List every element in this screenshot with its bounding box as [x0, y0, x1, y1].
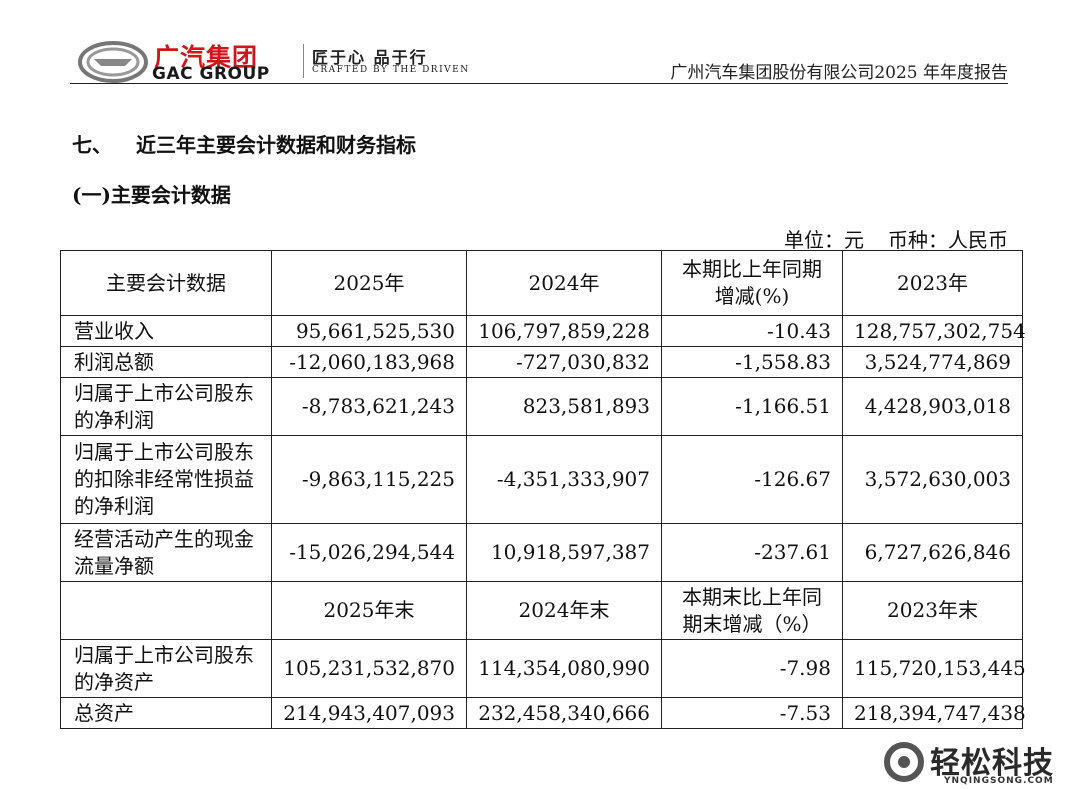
table-row: 归属于上市公司股东的净资产 105,231,532,870 114,354,08… — [60, 639, 1026, 698]
unit-label: 单位：元 — [784, 228, 864, 252]
header-cell: 本期末比上年同期末增减（%） — [661, 581, 843, 640]
header-cell: 2023年 — [842, 250, 1023, 316]
gac-logo: 广汽集团 GAC GROUP 匠于心 品于行 CRAFTED BY THE DR… — [78, 40, 468, 84]
report-title: 广州汽车集团股份有限公司2025 年年度报告 — [670, 63, 1008, 83]
header-cell: 2023年末 — [842, 581, 1023, 640]
table-row: 归属于上市公司股东的扣除非经常性损益的净利润 -9,863,115,225 -4… — [60, 435, 1023, 524]
logo-en-text: GAC GROUP — [152, 64, 270, 84]
row-label: 归属于上市公司股东的扣除非经常性损益的净利润 — [60, 435, 272, 524]
value-cell: -4,351,333,907 — [466, 435, 662, 524]
value-cell: 218,394,747,438 — [842, 697, 1026, 729]
subsection-title: (一)主要会计数据 — [72, 183, 231, 207]
value-cell: 128,757,302,754 — [842, 315, 1026, 347]
value-cell: -7.98 — [661, 639, 843, 698]
value-cell: -1,166.51 — [661, 377, 843, 436]
logo-slogan: 匠于心 品于行 — [312, 48, 428, 67]
header-cell: 2024年 — [466, 250, 662, 316]
value-cell: 114,354,080,990 — [466, 639, 662, 698]
header-cell: 本期比上年同期增减(%) — [661, 250, 843, 316]
row-label: 营业收入 — [60, 315, 272, 347]
table-header-row: 主要会计数据 2025年 2024年 本期比上年同期增减(%) 2023年 — [60, 250, 1023, 316]
logo-divider — [303, 44, 304, 78]
value-cell: -8,783,621,243 — [271, 377, 467, 436]
value-cell: -10.43 — [661, 315, 843, 347]
value-cell: -9,863,115,225 — [271, 435, 467, 524]
header-cell: 2024年末 — [466, 581, 662, 640]
gac-emblem-icon — [78, 41, 148, 83]
watermark-logo-icon — [884, 742, 924, 782]
value-cell: -15,026,294,544 — [271, 523, 467, 582]
row-label: 利润总额 — [60, 346, 272, 378]
value-cell: 232,458,340,666 — [466, 697, 662, 729]
value-cell: 3,572,630,003 — [842, 435, 1023, 524]
table-subheader-row: 2025年末 2024年末 本期末比上年同期末增减（%） 2023年末 — [60, 581, 1023, 640]
row-label: 经营活动产生的现金流量净额 — [60, 523, 272, 582]
table-row: 经营活动产生的现金流量净额 -15,026,294,544 10,918,597… — [60, 523, 1023, 582]
row-label: 归属于上市公司股东的净资产 — [60, 639, 272, 698]
logo-cn-text: 广汽集团 — [154, 43, 259, 72]
section-title: 七、 近三年主要会计数据和财务指标 — [72, 129, 416, 158]
row-label: 归属于上市公司股东的净利润 — [60, 377, 272, 436]
header-rule — [70, 83, 1008, 84]
value-cell: 106,797,859,228 — [466, 315, 662, 347]
value-cell: 10,918,597,387 — [466, 523, 662, 582]
value-cell: -727,030,832 — [466, 346, 662, 378]
section-number: 七、 — [72, 133, 112, 157]
header-cell: 主要会计数据 — [60, 250, 272, 316]
row-label: 总资产 — [60, 697, 272, 729]
watermark-en: YNQINGSONG.COM — [944, 776, 1054, 786]
header-cell: 2025年末 — [271, 581, 467, 640]
watermark-cn: 轻松科技 — [930, 746, 1054, 781]
financial-data-table: 主要会计数据 2025年 2024年 本期比上年同期增减(%) 2023年 营业… — [60, 250, 1026, 729]
watermark: 轻松科技 YNQINGSONG.COM — [882, 738, 1072, 788]
table-row: 利润总额 -12,060,183,968 -727,030,832 -1,558… — [60, 346, 1023, 378]
value-cell: -1,558.83 — [661, 346, 843, 378]
logo-slogan-en: CRAFTED BY THE DRIVEN — [312, 65, 470, 75]
value-cell: -7.53 — [661, 697, 843, 729]
table-row: 总资产 214,943,407,093 232,458,340,666 -7.5… — [60, 697, 1026, 729]
value-cell: 823,581,893 — [466, 377, 662, 436]
value-cell: 4,428,903,018 — [842, 377, 1023, 436]
value-cell: -126.67 — [661, 435, 843, 524]
value-cell: 214,943,407,093 — [271, 697, 467, 729]
table-row: 归属于上市公司股东的净利润 -8,783,621,243 823,581,893… — [60, 377, 1023, 436]
value-cell: -237.61 — [661, 523, 843, 582]
value-cell: 3,524,774,869 — [842, 346, 1023, 378]
currency-label: 币种：人民币 — [888, 228, 1008, 252]
value-cell: 115,720,153,445 — [842, 639, 1026, 698]
unit-line: 单位：元 币种：人民币 — [784, 224, 1008, 253]
value-cell: 105,231,532,870 — [271, 639, 467, 698]
header-cell — [60, 581, 272, 640]
value-cell: 6,727,626,846 — [842, 523, 1023, 582]
section-title-text: 近三年主要会计数据和财务指标 — [136, 133, 416, 157]
value-cell: 95,661,525,530 — [271, 315, 467, 347]
header-cell: 2025年 — [271, 250, 467, 316]
table-row: 营业收入 95,661,525,530 106,797,859,228 -10.… — [60, 315, 1026, 347]
value-cell: -12,060,183,968 — [271, 346, 467, 378]
